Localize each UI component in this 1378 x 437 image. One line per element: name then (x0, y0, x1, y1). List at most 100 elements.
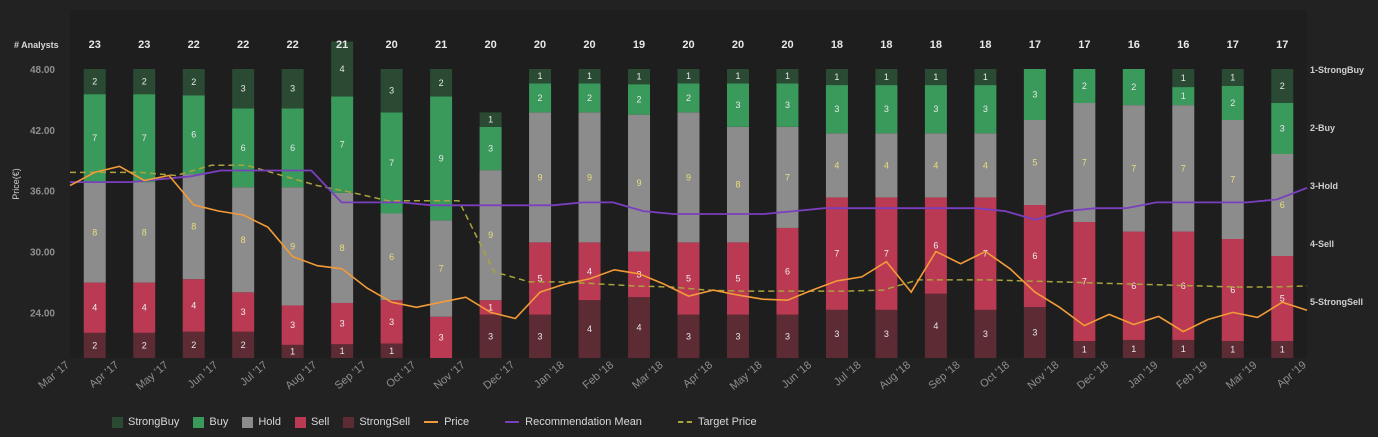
bar-value-label: 4 (637, 323, 642, 333)
x-tick-label: Jun '18 (779, 359, 814, 391)
target-price-line (70, 164, 1308, 292)
bar-value-label: 3 (389, 317, 394, 327)
legend-strongsell[interactable]: StrongSell (343, 416, 410, 428)
bar-sell (83, 282, 106, 333)
bar-strongsell (479, 314, 502, 358)
bar-value-label: 1 (1181, 73, 1186, 83)
bar-value-label: 8 (241, 235, 246, 245)
bar-strongbuy (1221, 69, 1244, 86)
bar-strongsell (232, 331, 255, 358)
bar-hold (974, 133, 997, 198)
bar-sell (677, 242, 700, 315)
x-tick-label: Nov '17 (432, 359, 468, 392)
legend-hold[interactable]: Hold (242, 416, 281, 428)
bar-strongbuy (578, 69, 601, 84)
x-tick-label: Apr '17 (87, 359, 121, 390)
bar-hold (529, 112, 552, 243)
bar-value-label: 1 (735, 71, 740, 81)
bar-hold (380, 213, 403, 301)
bar-strongbuy (628, 69, 651, 85)
bar-strongbuy (430, 69, 453, 97)
analyst-count: 20 (583, 39, 595, 51)
bar-value-label: 3 (290, 84, 295, 94)
bar-value-label: 9 (686, 172, 691, 182)
x-tick-label: Jun '17 (186, 359, 221, 391)
bar-buy (1221, 86, 1244, 120)
legend-target-price[interactable]: Target Price (677, 416, 757, 428)
bar-value-label: 4 (587, 266, 592, 276)
bar-value-label: 3 (983, 104, 988, 114)
bar-value-label: 3 (686, 331, 691, 341)
bar-strongsell (677, 314, 700, 358)
y-tick-label: 24.00 (30, 308, 55, 319)
bar-value-label: 7 (1230, 175, 1235, 185)
bar-buy (479, 126, 502, 171)
bar-value-label: 7 (439, 264, 444, 274)
legend-label: Sell (310, 416, 330, 428)
bar-value-label: 6 (389, 252, 394, 262)
bar-sell (380, 300, 403, 344)
bar-value-label: 2 (191, 77, 196, 87)
legend-label: StrongSell (359, 416, 411, 428)
bar-hold (875, 133, 898, 198)
bar-strongsell (628, 297, 651, 358)
bar-value-label: 6 (191, 130, 196, 140)
bar-value-label: 9 (488, 230, 493, 240)
bar-value-label: 5 (1280, 294, 1285, 304)
legend-swatch (193, 416, 205, 428)
bar-hold (182, 174, 205, 280)
analyst-count: 17 (1276, 39, 1288, 51)
bar-hold (776, 126, 799, 228)
bar-value-label: 2 (142, 340, 147, 350)
bar-value-label: 7 (884, 249, 889, 259)
x-tick-label: Mar '18 (630, 359, 666, 392)
bar-value-label: 7 (389, 158, 394, 168)
bar-value-label: 2 (587, 93, 592, 103)
legend-label: Hold (258, 416, 281, 428)
bar-strongbuy (281, 69, 304, 109)
bar-value-label: 2 (1280, 81, 1285, 91)
bar-value-label: 1 (1181, 344, 1186, 354)
bar-value-label: 1 (785, 71, 790, 81)
analyst-count: 20 (534, 39, 546, 51)
bar-strongbuy (182, 69, 205, 96)
x-tick-label: Apr '19 (1275, 359, 1309, 390)
bar-sell (1271, 256, 1294, 341)
x-tick-label: Mar '17 (36, 359, 72, 392)
bar-value-label: 1 (637, 72, 642, 82)
bar-hold (628, 114, 651, 252)
bar-value-label: 3 (933, 104, 938, 114)
legend-swatch (343, 416, 355, 428)
bar-value-label: 1 (389, 346, 394, 356)
legend-buy[interactable]: Buy (193, 416, 228, 428)
bar-sell (133, 282, 156, 333)
bar-hold (331, 192, 354, 303)
legend-line (677, 421, 692, 423)
analyst-count: 21 (336, 39, 348, 51)
legend-sell[interactable]: Sell (294, 416, 330, 428)
bar-buy (825, 85, 848, 134)
bar-hold (281, 187, 304, 306)
x-tick-label: Dec '17 (481, 359, 517, 392)
bar-value-label: 2 (1131, 82, 1136, 92)
y-tick-label: 48.00 (30, 65, 55, 76)
bar-strongsell (1221, 341, 1244, 358)
x-tick-label: Oct '18 (978, 359, 1012, 390)
analyst-count: 17 (1029, 39, 1041, 51)
x-tick-label: Nov '18 (1026, 359, 1062, 392)
bar-buy (875, 85, 898, 134)
bar-hold (1073, 103, 1096, 222)
analyst-count: 22 (188, 39, 200, 51)
bar-value-label: 4 (587, 324, 592, 334)
bar-sell (924, 197, 947, 294)
legend-strongbuy[interactable]: StrongBuy (112, 416, 179, 428)
legend-price[interactable]: Price (424, 416, 469, 428)
analyst-count: 20 (732, 39, 744, 51)
analyst-count: 20 (484, 39, 496, 51)
legend-recommendation-mean[interactable]: Recommendation Mean (505, 416, 642, 428)
bar-value-label: 3 (488, 331, 493, 341)
bar-buy (232, 108, 255, 188)
bar-value-label: 7 (785, 172, 790, 182)
y-axis-label: Price(€) (11, 168, 21, 200)
